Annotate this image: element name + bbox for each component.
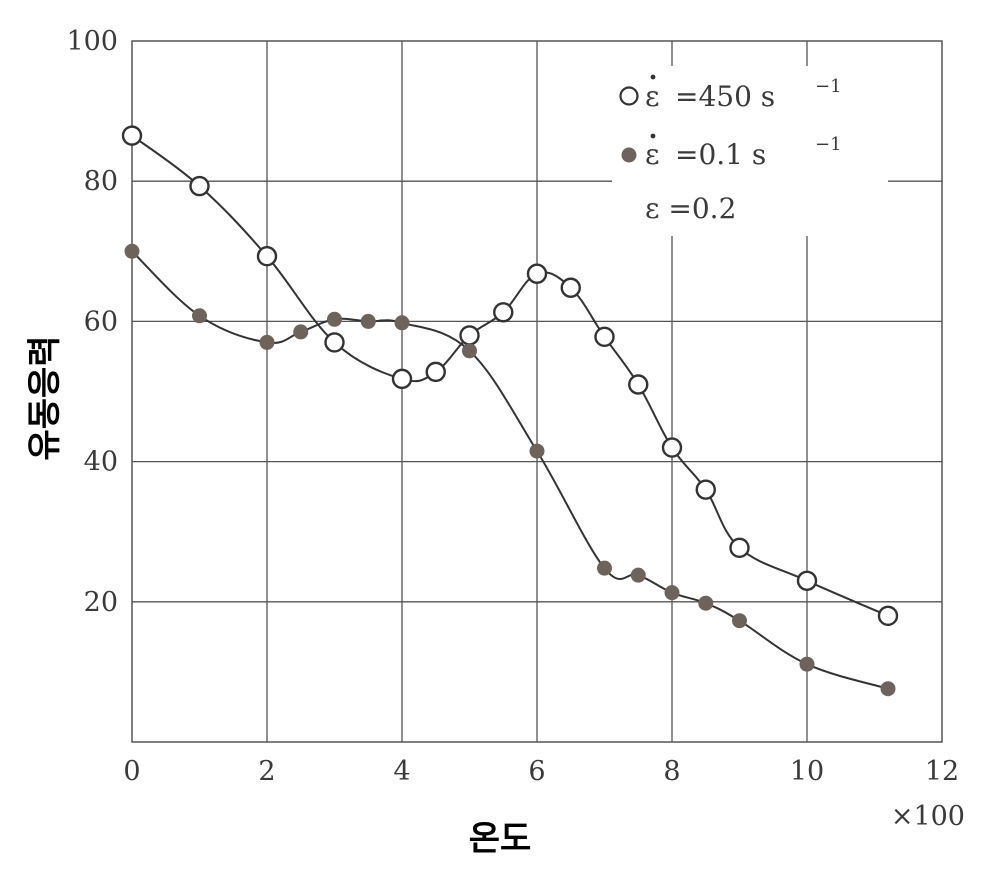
y-tick-label: 20 — [84, 587, 118, 618]
data-point-open — [526, 263, 548, 284]
data-point-filled — [732, 613, 747, 629]
legend-eps-2: ε — [645, 138, 660, 171]
data-point-open — [493, 302, 514, 323]
data-point-filled — [259, 334, 275, 350]
data-point-filled — [698, 595, 714, 611]
data-point-open — [628, 374, 649, 395]
legend: ε =450 s −1 ε =0.1 s −1 ε =0.2 — [612, 66, 888, 236]
data-point-open — [594, 326, 615, 348]
data-point-filled — [394, 315, 410, 331]
data-point-open — [877, 605, 899, 627]
x-tick-label: 4 — [393, 756, 410, 787]
y-tick-labels: 20 40 60 80 100 — [66, 26, 118, 618]
legend-exponent-1: −1 — [815, 76, 842, 97]
y-tick-label: 40 — [84, 447, 118, 478]
x-tick-labels: 0 2 4 6 8 10 12 — [123, 756, 959, 787]
data-point-filled — [664, 585, 680, 601]
data-point-open — [189, 175, 210, 197]
data-point-filled — [462, 343, 477, 359]
series-line-filled — [131, 250, 889, 690]
data-point-open — [324, 332, 345, 353]
data-point-filled — [529, 443, 545, 459]
data-point-filled — [192, 308, 207, 324]
y-tick-label: 80 — [84, 166, 118, 197]
data-point-filled — [124, 243, 140, 259]
data-point-filled — [630, 567, 646, 583]
x-tick-label: 2 — [258, 756, 275, 787]
data-point-filled — [327, 311, 342, 327]
legend-eps-dot-2 — [650, 133, 656, 139]
legend-exponent-2: −1 — [815, 134, 842, 155]
data-point-open — [661, 437, 683, 458]
legend-label-1: =450 s — [675, 80, 775, 113]
data-point-open — [729, 537, 750, 559]
data-point-filled — [293, 324, 309, 340]
data-point-filled — [880, 681, 896, 697]
y-axis-title: 유동응력 — [25, 335, 65, 460]
data-point-filled — [799, 656, 815, 672]
x-tick-label: 6 — [528, 756, 545, 787]
x-tick-label: 10 — [790, 756, 824, 787]
data-point-open — [796, 570, 818, 591]
data-point-open — [121, 125, 143, 146]
x-tick-label: 8 — [663, 756, 680, 787]
legend-open-marker — [619, 86, 639, 106]
x-tick-label: 12 — [925, 756, 959, 787]
data-point-open — [459, 325, 480, 346]
x-tick-label: 0 — [123, 756, 140, 787]
legend-filled-marker — [621, 147, 637, 163]
legend-eps-dot-1 — [650, 74, 656, 80]
data-point-open — [560, 277, 581, 298]
data-point-open — [256, 246, 278, 267]
x-multiplier-label: ×100 — [891, 801, 965, 832]
legend-label-2: =0.1 s — [675, 138, 766, 171]
data-point-open — [425, 361, 446, 383]
legend-eps-1: ε — [645, 80, 660, 113]
legend-background — [612, 66, 888, 236]
data-point-filled — [597, 560, 612, 576]
data-point-filled — [360, 313, 376, 329]
x-axis-title: 온도 — [469, 819, 532, 859]
y-tick-label: 100 — [66, 26, 118, 57]
data-point-open — [695, 479, 716, 500]
y-tick-label: 60 — [84, 306, 118, 337]
legend-strain-note: ε =0.2 — [645, 192, 736, 225]
data-point-open — [391, 368, 413, 390]
series-markers — [121, 125, 899, 697]
